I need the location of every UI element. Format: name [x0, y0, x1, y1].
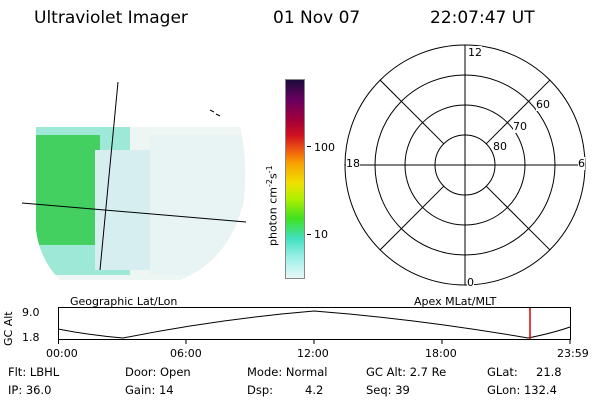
polar-diagonal [485, 79, 551, 145]
time-tick-2359: 23:59 [557, 347, 589, 360]
glat-label: GLat: [487, 365, 518, 379]
mlt-label-18: 18 [346, 157, 360, 170]
glon-info: GLon: 132.4 [487, 383, 557, 397]
ip-info: IP: 36.0 [8, 383, 52, 397]
mode-info: Mode: Normal [247, 365, 328, 379]
mlt-label-12: 12 [468, 46, 482, 59]
altitude-plot [58, 307, 571, 344]
mlt-label-0: 0 [467, 276, 474, 289]
geographic-projection-label: Geographic Lat/Lon [70, 295, 178, 308]
apex-projection-label: Apex MLat/MLT [414, 295, 497, 308]
image-date: 01 Nov 07 [273, 8, 361, 28]
altitude-tick-1-8: 1.8 [22, 331, 40, 344]
seq-info: Seq: 39 [366, 383, 410, 397]
mlat-label-80: 80 [493, 140, 507, 153]
colorbar-tick-100: 100 [314, 141, 335, 154]
longitude-line [99, 81, 119, 271]
altitude-plot-frame [58, 307, 571, 340]
altitude-axis-label: GC Alt [2, 311, 15, 346]
colorbar [285, 79, 305, 279]
image-time: 22:07:47 UT [430, 8, 535, 28]
polar-diagonal [379, 185, 445, 251]
colorbar-gradient [285, 79, 305, 279]
mlt-label-6: 6 [578, 157, 585, 170]
gc-alt-info: GC Alt: 2.7 Re [366, 365, 447, 379]
mlat-label-70: 70 [513, 120, 527, 133]
altitude-tick-9: 9.0 [22, 306, 40, 319]
gain-info: Gain: 14 [125, 383, 174, 397]
polar-diagonal [379, 79, 445, 145]
image-green-region [36, 135, 100, 245]
dsp-label: Dsp: [247, 383, 274, 397]
time-tick-0600: 06:00 [170, 347, 202, 360]
time-tick-1800: 18:00 [425, 347, 457, 360]
colorbar-tick-10: 10 [314, 228, 328, 241]
colorbar-tickmark [307, 234, 311, 235]
instrument-title: Ultraviolet Imager [34, 8, 188, 28]
altitude-curve [58, 310, 571, 339]
time-tick-0000: 00:00 [46, 347, 78, 360]
image-speck [215, 113, 221, 117]
time-tick-1200: 12:00 [297, 347, 329, 360]
polar-diagonal [485, 185, 551, 251]
filter-info: Flt: LBHL [8, 365, 60, 379]
glat-value: 21.8 [536, 365, 562, 379]
colorbar-tickmark [307, 146, 311, 147]
latitude-line [21, 202, 247, 223]
image-faint-region [150, 135, 245, 275]
colorbar-label: photon cm-2s-1 [265, 165, 280, 246]
mlat-label-60: 60 [536, 98, 550, 111]
polar-plot [344, 44, 586, 286]
dsp-value: 4.2 [305, 383, 324, 397]
door-info: Door: Open [125, 365, 191, 379]
image-speck [209, 109, 215, 113]
